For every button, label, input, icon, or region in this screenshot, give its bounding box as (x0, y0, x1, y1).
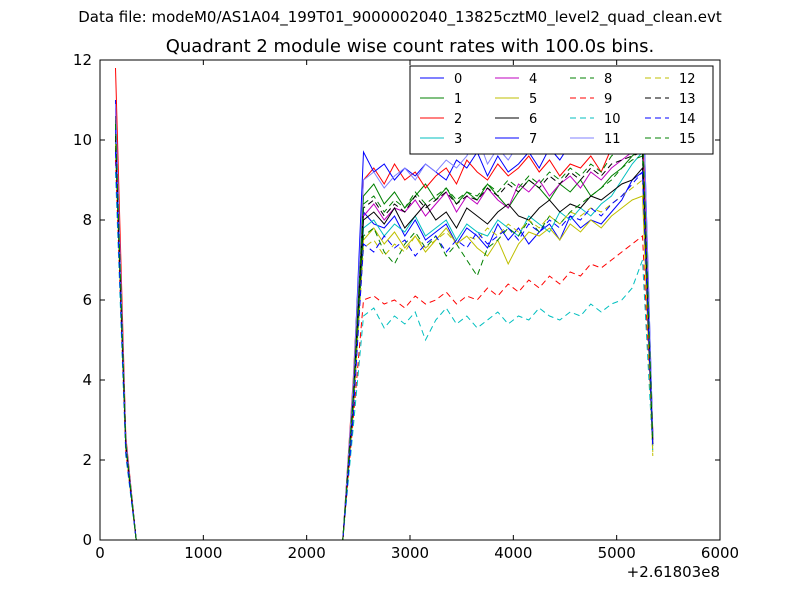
x-tick-label: 3000 (391, 544, 429, 562)
legend-label-3: 3 (454, 132, 462, 147)
series-line-9 (115, 159, 654, 541)
chart-title: Quadrant 2 module wise count rates with … (165, 36, 655, 57)
y-tick-label: 0 (82, 531, 92, 549)
legend-label-12: 12 (679, 72, 696, 87)
legend-label-2: 2 (454, 112, 462, 127)
legend-label-7: 7 (529, 132, 537, 147)
series-line-10 (115, 171, 654, 541)
y-tick-label: 8 (82, 211, 92, 229)
legend-label-14: 14 (679, 112, 696, 127)
legend-label-6: 6 (529, 112, 537, 127)
y-tick-label: 12 (73, 51, 92, 69)
x-tick-label: 1000 (184, 544, 222, 562)
x-tick-label: 0 (95, 544, 105, 562)
y-tick-label: 2 (82, 451, 92, 469)
y-tick-label: 4 (82, 371, 92, 389)
x-tick-label: 2000 (288, 544, 326, 562)
x-tick-label: 6000 (701, 544, 739, 562)
series-line-15 (115, 123, 654, 541)
series-line-0 (115, 99, 654, 541)
legend-label-9: 9 (604, 92, 612, 107)
x-tick-label: 5000 (598, 544, 636, 562)
legend-frame (409, 65, 714, 155)
y-tick-label: 6 (82, 291, 92, 309)
series-line-14 (115, 151, 654, 541)
legend-label-11: 11 (604, 132, 621, 147)
figure-suptitle: Data file: modeM0/AS1A04_199T01_90000020… (78, 8, 722, 26)
legend-label-4: 4 (529, 72, 537, 87)
series-line-3 (115, 139, 654, 541)
series-line-13 (115, 135, 654, 541)
x-tick-label: 4000 (494, 544, 532, 562)
legend-label-13: 13 (679, 92, 696, 107)
series-line-1 (115, 119, 654, 541)
y-tick-label: 10 (73, 131, 92, 149)
series-line-5 (115, 131, 654, 541)
series-line-8 (115, 147, 654, 541)
legend-label-10: 10 (604, 112, 621, 127)
legend-label-8: 8 (604, 72, 612, 87)
legend-label-15: 15 (679, 132, 696, 147)
legend-label-1: 1 (454, 92, 462, 107)
legend-label-5: 5 (529, 92, 537, 107)
series-line-4 (115, 107, 654, 541)
legend-label-0: 0 (454, 72, 462, 87)
x-offset-label: +2.61803e8 (627, 563, 720, 581)
